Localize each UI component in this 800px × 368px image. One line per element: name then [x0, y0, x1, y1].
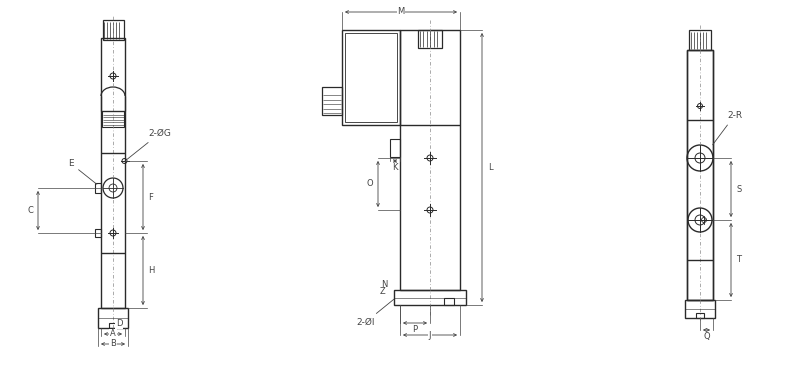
- Text: H: H: [148, 266, 154, 275]
- Bar: [101, 40, 125, 290]
- Text: O: O: [366, 180, 374, 188]
- Text: T: T: [737, 255, 742, 265]
- Bar: [687, 50, 713, 300]
- Text: Z: Z: [379, 287, 385, 296]
- Text: J: J: [429, 330, 431, 340]
- Text: L: L: [488, 163, 492, 172]
- Bar: [390, 139, 400, 157]
- Bar: [322, 87, 342, 115]
- Bar: [444, 298, 454, 305]
- Text: Q: Q: [703, 333, 710, 342]
- Text: B: B: [110, 340, 116, 348]
- Text: C: C: [27, 206, 33, 215]
- Bar: [102, 111, 124, 127]
- Bar: [689, 30, 711, 50]
- Bar: [98, 308, 128, 328]
- Text: K: K: [392, 163, 398, 173]
- Text: F: F: [149, 192, 154, 202]
- Bar: [687, 50, 713, 300]
- Text: 2-ØI: 2-ØI: [356, 299, 394, 327]
- Bar: [345, 33, 397, 122]
- Bar: [400, 30, 460, 290]
- Bar: [418, 30, 442, 48]
- Text: M: M: [398, 7, 405, 17]
- Text: 2-R: 2-R: [713, 111, 742, 145]
- Text: D: D: [116, 319, 122, 329]
- Text: P: P: [413, 326, 418, 335]
- Bar: [685, 300, 715, 318]
- Text: S: S: [736, 184, 742, 194]
- Text: 2-ØG: 2-ØG: [127, 129, 171, 159]
- Bar: [95, 183, 101, 193]
- Bar: [342, 30, 400, 125]
- Bar: [102, 20, 123, 40]
- Text: A: A: [110, 329, 116, 339]
- Text: E: E: [68, 159, 97, 184]
- Bar: [95, 229, 101, 237]
- Bar: [101, 38, 125, 308]
- Bar: [109, 323, 117, 328]
- Bar: [696, 313, 704, 318]
- Bar: [394, 290, 466, 305]
- Text: N: N: [381, 280, 387, 289]
